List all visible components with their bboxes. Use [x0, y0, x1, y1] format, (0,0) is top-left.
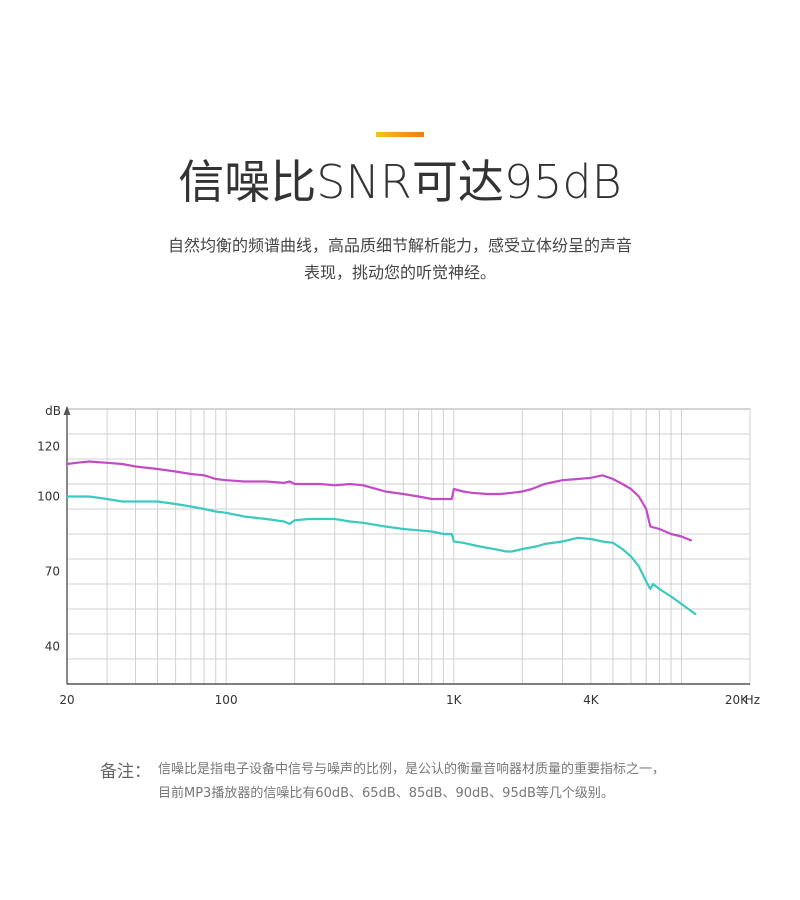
x-axis-label: Hz — [745, 693, 760, 707]
series-line-1 — [65, 460, 692, 542]
x-tick-label: 100 — [215, 693, 238, 707]
plot-area — [66, 408, 751, 685]
x-tick-label: 1K — [446, 693, 463, 707]
y-tick-label: 70 — [45, 565, 60, 579]
page-title: 信噪比SNR可达95dB — [178, 155, 622, 209]
y-tick-label: 100 — [37, 490, 60, 504]
x-tick-label: 4K — [583, 693, 600, 707]
series-line-2 — [65, 495, 697, 616]
subtitle-line-1: 自然均衡的频谱曲线，高品质细节解析能力，感受立体纷呈的声音 — [167, 236, 632, 255]
y-axis-label: dB — [45, 404, 61, 418]
note-label: 备注： — [100, 762, 151, 782]
y-tick-label: 120 — [37, 440, 60, 454]
x-tick-label: 20 — [59, 693, 74, 707]
y-tick-label: 40 — [45, 640, 60, 654]
y-axis-arrow — [63, 406, 71, 415]
note-text: 信噪比是指电子设备中信号与噪声的比例，是公认的衡量音响器材质量的重要指标之一， … — [158, 758, 748, 806]
page-subtitle: 自然均衡的频谱曲线，高品质细节解析能力，感受立体纷呈的声音 表现，挑动您的听觉神… — [100, 232, 700, 286]
x-tick-label: 20K — [725, 693, 749, 707]
subtitle-line-2: 表现，挑动您的听觉神经。 — [303, 263, 496, 282]
accent-bar — [376, 132, 424, 137]
note-line-2: 目前MP3播放器的信噪比有60dB、65dB、85dB、90dB、95dB等几个… — [158, 786, 614, 801]
note-line-1: 信噪比是指电子设备中信号与噪声的比例，是公认的衡量音响器材质量的重要指标之一， — [158, 762, 666, 777]
